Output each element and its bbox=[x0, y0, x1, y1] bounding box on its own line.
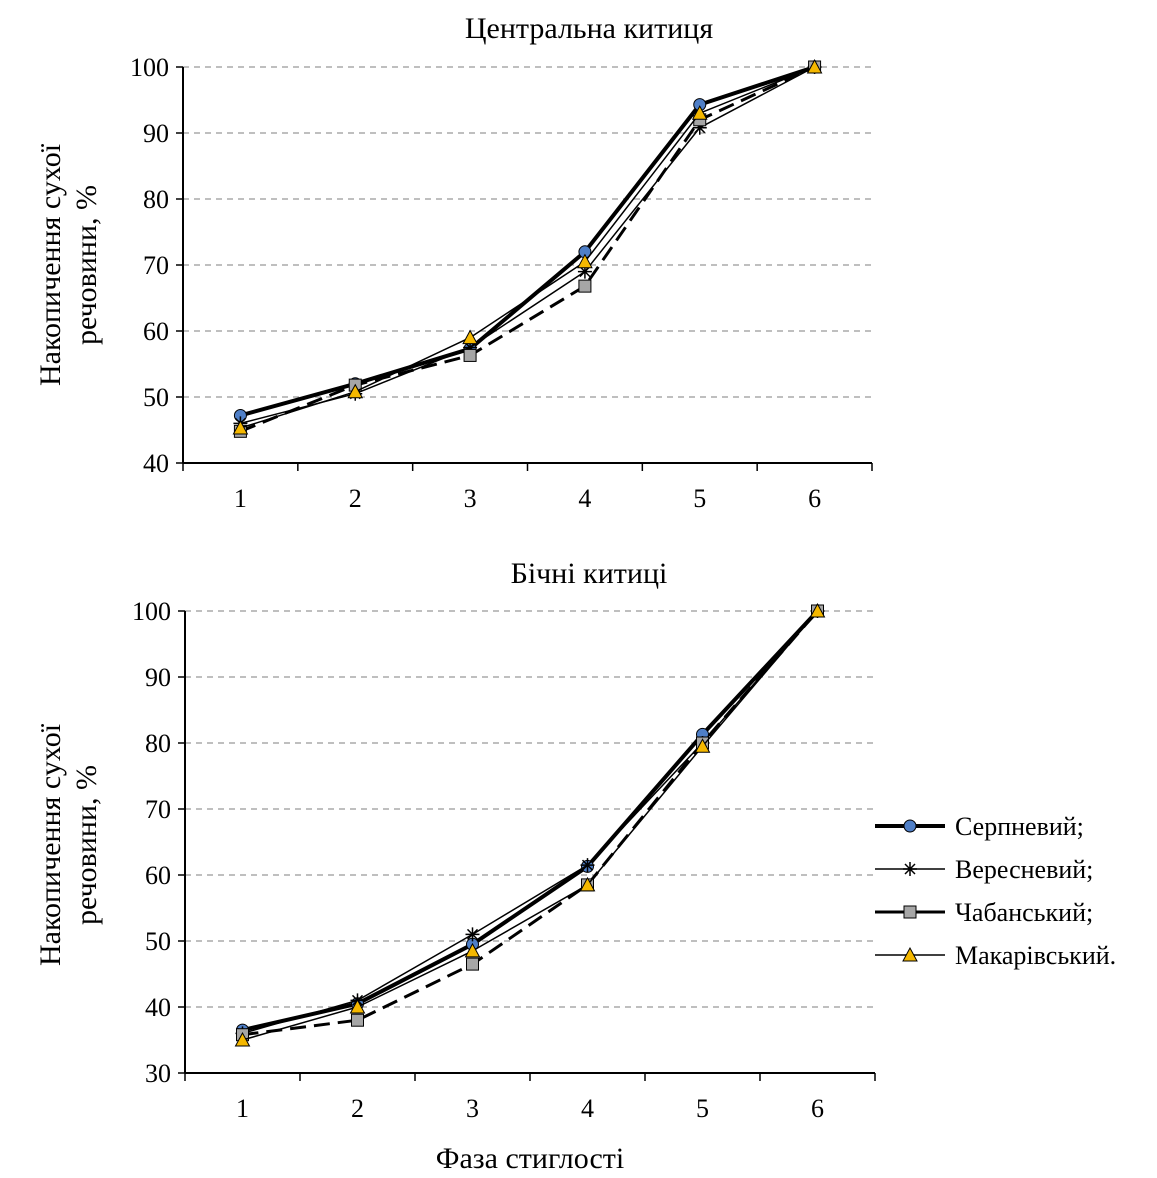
chart-bottom-y-tick-label: 60 bbox=[145, 861, 171, 890]
chart-bottom-series-3-point bbox=[351, 1013, 364, 1027]
chart-top-series-4 bbox=[232, 58, 823, 435]
legend-item-1: Серпневий; bbox=[875, 812, 1084, 841]
chart-bottom-x-tick-label: 2 bbox=[351, 1094, 364, 1123]
chart-bottom-y-tick-label: 100 bbox=[132, 597, 171, 626]
chart-bottom-y-label-line2: речовини, % bbox=[70, 765, 103, 925]
chart-bottom-y-tick-label: 50 bbox=[145, 927, 171, 956]
chart-top-y-label-line1: Накопичення сухої bbox=[34, 143, 67, 386]
chart-bottom: Бічні китиці Накопичення сухої речовини,… bbox=[34, 557, 876, 1175]
chart-bottom-x-tick-label: 5 bbox=[696, 1094, 709, 1123]
chart-top-x-tick-label: 2 bbox=[349, 484, 362, 513]
chart-bottom-series-4-line bbox=[242, 610, 819, 1041]
chart-bottom-series-4-point bbox=[234, 1031, 251, 1047]
chart-bottom-x-tick-label: 6 bbox=[811, 1094, 824, 1123]
chart-top-y-tick-label: 90 bbox=[143, 119, 169, 148]
legend-item-3-marker bbox=[903, 905, 917, 919]
chart-top-series-4-point bbox=[691, 105, 708, 120]
chart-top-series-3 bbox=[233, 60, 822, 438]
chart-top-y-tick-label: 100 bbox=[130, 53, 169, 82]
chart-bottom-series-4-point bbox=[464, 942, 481, 958]
chart-top-y-tick-label: 40 bbox=[143, 449, 169, 478]
chart-top-x-tick-label: 3 bbox=[464, 484, 477, 513]
legend: Серпневий; Вересневий; Чабанський; Макарівс… bbox=[875, 812, 1116, 970]
chart-bottom-series-3-point bbox=[466, 957, 479, 971]
chart-bottom-series-1-line bbox=[242, 609, 819, 1033]
chart-top-series-4-point bbox=[347, 383, 364, 399]
chart-bottom-x-tick-label: 1 bbox=[236, 1094, 249, 1123]
chart-top-y-tick-label: 80 bbox=[143, 185, 169, 214]
chart-top-series-2-line bbox=[240, 66, 815, 425]
chart-top-x-tick-label: 6 bbox=[808, 484, 821, 513]
chart-bottom-series-4-point bbox=[694, 738, 711, 753]
chart-top-series-4-line bbox=[240, 66, 815, 429]
chart-top-y-tick-label: 60 bbox=[143, 317, 169, 346]
chart-bottom-series-2-point bbox=[465, 927, 480, 942]
chart-top-y-tick-label: 50 bbox=[143, 383, 169, 412]
chart-top-series-4-point bbox=[806, 58, 823, 74]
legend-item-3-label: Чабанський; bbox=[955, 898, 1093, 927]
chart-top-series-3-point bbox=[463, 348, 477, 362]
chart-top-series-1-line bbox=[239, 65, 816, 418]
chart-bottom-series-4 bbox=[234, 602, 826, 1047]
chart-top-series-4-point bbox=[577, 253, 593, 269]
legend-item-4-label: Макарівський. bbox=[955, 941, 1116, 970]
chart-bottom-x-tick-label: 3 bbox=[466, 1094, 479, 1123]
chart-bottom-series-2-point bbox=[580, 858, 595, 873]
chart-bottom-series-2-line bbox=[242, 610, 819, 1035]
chart-bottom-y-tick-label: 70 bbox=[145, 795, 171, 824]
chart-top-series-2 bbox=[233, 60, 822, 431]
legend-item-3: Чабанський; bbox=[875, 898, 1093, 927]
chart-bottom-gridlines bbox=[185, 610, 875, 1008]
chart-top-x-tick-label: 1 bbox=[234, 484, 247, 513]
chart-top-series-4-point bbox=[232, 419, 249, 435]
chart-bottom-series-4-point bbox=[349, 998, 366, 1014]
chart-top-y-label-line2: речовини, % bbox=[70, 185, 103, 345]
chart-bottom-y-tick-label: 90 bbox=[145, 663, 171, 692]
chart-bottom-series-3 bbox=[236, 604, 824, 1042]
legend-item-1-marker bbox=[903, 819, 917, 833]
chart-bottom-series-4-point bbox=[809, 602, 826, 618]
legend-item-4: Макарівський. bbox=[875, 941, 1116, 970]
chart-top-x-tick-label: 5 bbox=[693, 484, 706, 513]
chart-top-y-tick-label: 70 bbox=[143, 251, 169, 280]
chart-top-y-label: Накопичення сухої речовини, % bbox=[34, 143, 103, 386]
chart-bottom-y-tick-label: 40 bbox=[145, 993, 171, 1022]
chart-top: Центральна китиця Накопичення сухої речо… bbox=[34, 12, 873, 513]
chart-bottom-x-tick-label: 4 bbox=[581, 1094, 594, 1123]
chart-bottom-y-label-line1: Накопичення сухої bbox=[34, 723, 67, 966]
chart-top-series-3-line bbox=[239, 65, 816, 433]
chart-top-series-3-point bbox=[578, 279, 592, 293]
chart-bottom-y-label: Накопичення сухої речовини, % bbox=[34, 723, 103, 966]
chart-bottom-series-3-line bbox=[242, 610, 819, 1037]
chart-bottom-series-4-point bbox=[579, 876, 596, 892]
chart-top-gridlines bbox=[183, 66, 872, 398]
legend-item-2: Вересневий; bbox=[875, 855, 1093, 884]
chart-top-series-4-point bbox=[462, 329, 478, 345]
chart-top-x-tick-label: 4 bbox=[578, 484, 591, 513]
chart-top-series-2-point bbox=[692, 120, 707, 135]
chart-bottom-y-tick-label: 80 bbox=[145, 729, 171, 758]
chart-bottom-title: Бічні китиці bbox=[511, 557, 668, 590]
legend-item-4-marker bbox=[902, 946, 918, 962]
chart-top-title: Центральна китиця bbox=[465, 12, 713, 45]
chart-top-series-2-point bbox=[577, 264, 592, 279]
chart-bottom-x-label: Фаза стиглості bbox=[436, 1142, 624, 1175]
legend-item-1-label: Серпневий; bbox=[955, 812, 1084, 841]
legend-item-2-marker bbox=[903, 862, 917, 876]
legend-item-2-label: Вересневий; bbox=[955, 855, 1093, 884]
chart-bottom-series-2 bbox=[235, 604, 825, 1041]
chart-top-series-1 bbox=[233, 60, 822, 422]
chart-top-series-2-point bbox=[463, 340, 478, 355]
chart-bottom-series-1 bbox=[236, 604, 824, 1037]
chart-bottom-y-tick-label: 30 bbox=[145, 1059, 171, 1088]
